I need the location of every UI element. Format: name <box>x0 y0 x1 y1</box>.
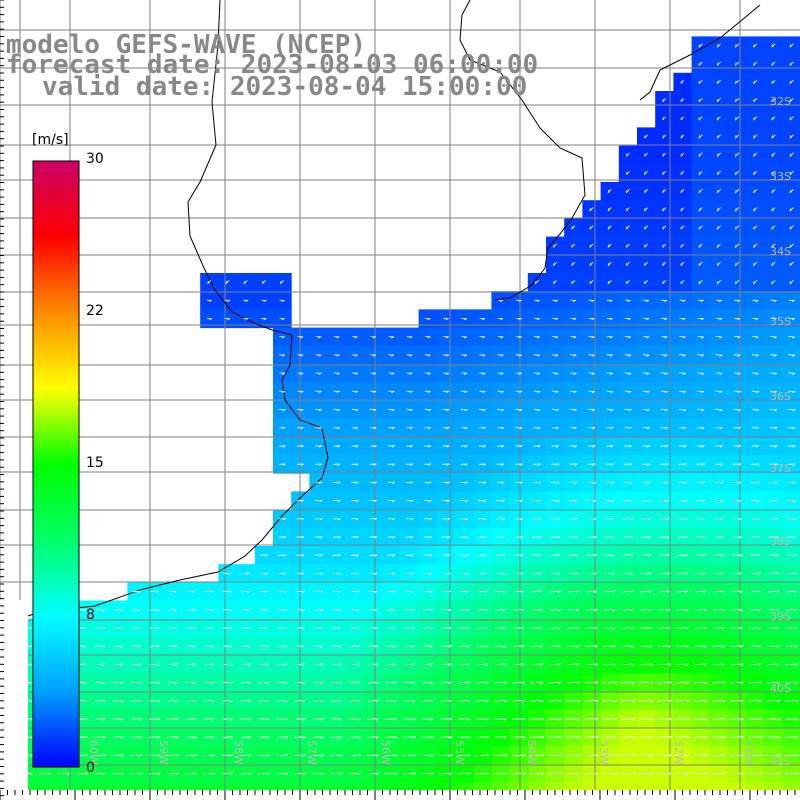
lon-label: 57W <box>305 740 318 765</box>
lat-label: 37S <box>770 462 791 475</box>
bottom-margin <box>0 790 800 800</box>
title-valid-date: valid date: 2023-08-04 15:00:00 <box>42 72 528 102</box>
lon-label: 54W <box>525 740 538 765</box>
colorbar-tick-30: 30 <box>86 151 104 167</box>
lat-label: 33S <box>770 170 791 183</box>
wind-speed-field <box>0 36 800 800</box>
colorbar-tick-22: 22 <box>86 303 104 319</box>
lat-label: 40S <box>770 682 791 695</box>
lon-label: 60W <box>87 740 100 765</box>
coastline-segment-0 <box>0 0 329 626</box>
colorbar-tick-8: 8 <box>86 607 95 623</box>
lon-label: 53W <box>597 740 610 765</box>
lon-label: 51W <box>742 740 755 765</box>
title-model: modelo GEFS-WAVE (NCEP) <box>6 30 367 60</box>
colorbar-tick-0: 0 <box>86 760 95 776</box>
coastline-segment-1 <box>459 0 586 301</box>
lat-label: 39S <box>770 610 791 623</box>
lat-label: 41S <box>770 755 791 768</box>
lat-label: 34S <box>770 245 791 258</box>
coastline <box>0 0 761 626</box>
title-forecast-date: forecast date: 2023-08-03 06:00:00 <box>6 50 539 80</box>
colorbar-tick-15: 15 <box>86 455 104 471</box>
lat-label: 35S <box>770 315 791 328</box>
latitude-labels: 32S 33S 34S 35S 36S 37S 38S 39S 40S 41S <box>770 95 791 768</box>
lon-label: 56W <box>379 740 392 765</box>
lat-label: 36S <box>770 390 791 403</box>
lat-label: 32S <box>770 95 791 108</box>
lat-label: 38S <box>770 535 791 548</box>
colorbar <box>32 160 80 768</box>
lon-label: 52W <box>672 740 685 765</box>
wind-arrows <box>3 43 799 794</box>
lon-label: 55W <box>453 740 466 765</box>
coastline-segment-2 <box>639 4 761 101</box>
lon-label: 59W <box>157 740 170 765</box>
lon-label: 58W <box>232 740 245 765</box>
colorbar-backdrop <box>0 600 28 800</box>
colorbar-unit: [m/s] <box>32 132 69 148</box>
